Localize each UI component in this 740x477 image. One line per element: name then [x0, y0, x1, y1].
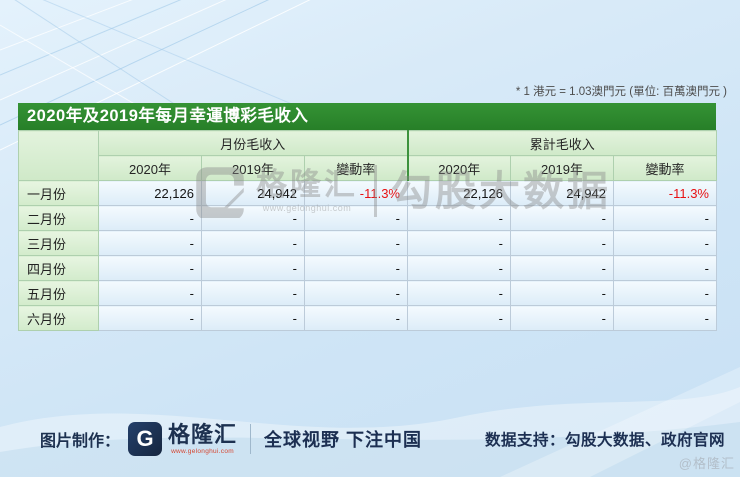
value-cell: -: [613, 255, 717, 281]
value-cell: -: [98, 230, 202, 256]
value-cell: -: [613, 280, 717, 306]
table-row: 三月份 - - - - - -: [18, 230, 717, 256]
table-row: 四月份 - - - - - -: [18, 255, 717, 281]
month-label: 一月份: [18, 180, 99, 206]
table-row: 二月份 - - - - - -: [18, 205, 717, 231]
footer: 图片制作： G 格隆汇 www.gelonghui.com 全球视野 下注中国 …: [0, 413, 740, 465]
group-header-monthly: 月份毛收入: [98, 130, 408, 156]
value-cell: 24,942: [201, 180, 305, 206]
group-header-row: 月份毛收入 累計毛收入: [18, 130, 717, 181]
month-label: 五月份: [18, 280, 99, 306]
corner-watermark: @格隆汇: [678, 456, 735, 471]
value-cell: -: [407, 205, 511, 231]
value-cell: -11.3%: [304, 180, 408, 206]
footer-divider: [250, 424, 252, 454]
group-header-cumulative: 累計毛收入: [406, 130, 717, 156]
value-cell: -: [201, 255, 305, 281]
footer-brand: 格隆汇: [168, 421, 238, 447]
table-row: 六月份 - - - - - -: [18, 305, 717, 331]
value-cell: -: [510, 255, 614, 281]
value-cell: -: [98, 280, 202, 306]
gelonghui-logo: G: [128, 422, 163, 456]
sub-header-2019: 2019年: [201, 155, 305, 181]
table-row: 五月份 - - - - - -: [18, 280, 717, 306]
month-label: 二月份: [18, 205, 99, 231]
value-cell: 22,126: [98, 180, 202, 206]
value-cell: -: [304, 280, 408, 306]
value-cell: -: [407, 255, 511, 281]
value-cell: -: [201, 305, 305, 331]
month-label: 三月份: [18, 230, 99, 256]
month-label: 六月份: [18, 305, 99, 331]
value-cell: -: [510, 280, 614, 306]
value-cell: -: [407, 305, 511, 331]
footer-tagline: 全球视野 下注中国: [264, 430, 423, 450]
month-label: 四月份: [18, 255, 99, 281]
sub-header-change-cum: 變動率: [613, 155, 717, 181]
table-row: 一月份 22,126 24,942 -11.3% 22,126 24,942 -11.3%: [18, 180, 717, 206]
table-body: 一月份 22,126 24,942 -11.3% 22,126 24,942 -11.3% 二…: [18, 180, 717, 331]
value-cell: -11.3%: [613, 180, 717, 206]
value-cell: -: [98, 255, 202, 281]
sub-header-change: 變動率: [304, 155, 408, 181]
value-cell: -: [613, 305, 717, 331]
value-cell: -: [510, 305, 614, 331]
value-cell: -: [613, 205, 717, 231]
value-cell: 22,126: [407, 180, 511, 206]
value-cell: 24,942: [510, 180, 614, 206]
value-cell: -: [201, 280, 305, 306]
value-cell: -: [304, 205, 408, 231]
table-title: 2020年及2019年每月幸運博彩毛收入: [18, 103, 716, 130]
footer-brand-wrap: 格隆汇 www.gelonghui.com: [168, 421, 238, 455]
revenue-table-panel: 2020年及2019年每月幸運博彩毛收入 月份毛收入 累計毛收入 2020年 2…: [18, 103, 717, 331]
value-cell: -: [201, 205, 305, 231]
sub-header-2019-cum: 2019年: [510, 155, 614, 181]
conversion-note: * 1 港元 = 1.03澳門元 (單位: 百萬澳門元 ): [515, 86, 727, 98]
value-cell: -: [304, 230, 408, 256]
made-by-label: 图片制作：: [40, 433, 121, 450]
sub-header-2020: 2020年: [98, 155, 202, 181]
footer-brand-url: www.gelonghui.com: [171, 447, 234, 455]
value-cell: -: [510, 230, 614, 256]
value-cell: -: [304, 255, 408, 281]
value-cell: -: [613, 230, 717, 256]
value-cell: -: [304, 305, 408, 331]
value-cell: -: [98, 205, 202, 231]
value-cell: -: [407, 280, 511, 306]
revenue-table: 月份毛收入 累計毛收入 2020年 2019年 變動率 2020年 2019年 …: [18, 130, 717, 331]
sub-header-2020-cum: 2020年: [406, 155, 511, 181]
value-cell: -: [510, 205, 614, 231]
data-support-text: 数据支持：勾股大数据、政府官网: [484, 432, 725, 449]
sub-header-row: 2020年 2019年 變動率 2020年 2019年 變動率: [19, 155, 717, 181]
value-cell: -: [201, 230, 305, 256]
value-cell: -: [407, 230, 511, 256]
value-cell: -: [98, 305, 202, 331]
month-column-header: [18, 130, 99, 181]
